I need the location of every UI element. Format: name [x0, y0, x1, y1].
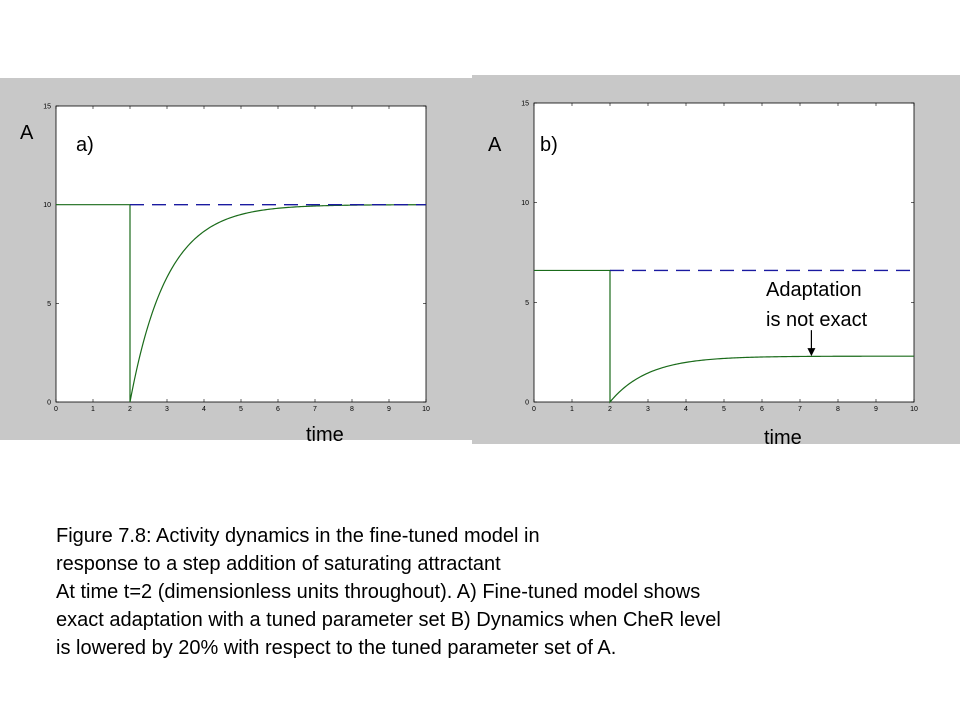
chart-b: 0 1 2 3 4 5 6 7 8 9 10 0 5 10 15	[521, 101, 918, 414]
chart-a-x-tick-label: 7	[313, 406, 317, 413]
chart-b-x-tick-label: 6	[760, 406, 764, 413]
chart-b-x-tick-label: 0	[532, 406, 536, 413]
chart-b-y-tick-label: 10	[521, 200, 529, 207]
chart-a-x-tick-label: 8	[350, 406, 354, 413]
figure-caption: Figure 7.8: Activity dynamics in the fin…	[56, 522, 936, 662]
chart-a-y-tick-label: 5	[47, 301, 51, 308]
chart-a-y-tick-label: 0	[47, 400, 51, 407]
chart-b-y-tick-label: 15	[521, 101, 529, 108]
chart-a-x-tick-label: 9	[387, 406, 391, 413]
chart-b-x-tick-label: 3	[646, 406, 650, 413]
chart-a-panel-label: a)	[76, 134, 94, 156]
chart-b-panel-label: b)	[540, 134, 558, 156]
chart-a-x-tick-label: 5	[239, 406, 243, 413]
chart-b-x-tick-label: 9	[874, 406, 878, 413]
chart-b-ylabel: A	[488, 134, 502, 156]
chart-b-x-tick-label: 10	[910, 406, 918, 413]
chart-a-x-tick-label: 1	[91, 406, 95, 413]
chart-a-plot-area	[55, 105, 427, 403]
caption-line: At time t=2 (dimensionless units through…	[56, 581, 701, 603]
chart-a-xlabel: time	[306, 424, 344, 446]
chart-a-x-tick-label: 3	[165, 406, 169, 413]
caption-line: exact adaptation with a tuned parameter …	[56, 609, 721, 631]
chart-a-y-tick-label: 15	[43, 104, 51, 111]
chart-b-x-tick-label: 4	[684, 406, 688, 413]
chart-b-annotation-arrowhead	[807, 348, 816, 357]
caption-line: is lowered by 20% with respect to the tu…	[56, 637, 617, 659]
chart-b-y-tick-label: 0	[525, 400, 529, 407]
chart-b-plot-area	[533, 102, 915, 403]
chart-a: 0 1 2 3 4 5 6 7 8 9 10 0 5 10 15	[43, 104, 430, 414]
chart-b-y-tick-label: 5	[525, 300, 529, 307]
annotation-line-2: is not exact	[766, 309, 868, 331]
chart-a-x-tick-label: 0	[54, 406, 58, 413]
chart-a-ylabel: A	[20, 122, 34, 144]
chart-a-x-tick-label: 2	[128, 406, 132, 413]
chart-a-y-tick-label: 10	[43, 202, 51, 209]
chart-a-x-tick-label: 6	[276, 406, 280, 413]
caption-line: Figure 7.8: Activity dynamics in the fin…	[56, 525, 540, 547]
caption-line: response to a step addition of saturatin…	[56, 553, 501, 575]
chart-b-x-tick-label: 2	[608, 406, 612, 413]
annotation-line-1: Adaptation	[766, 279, 862, 301]
chart-b-x-tick-label: 7	[798, 406, 802, 413]
chart-a-x-tick-label: 4	[202, 406, 206, 413]
chart-a-x-tick-label: 10	[422, 406, 430, 413]
chart-b-x-tick-label: 8	[836, 406, 840, 413]
chart-b-activity-line	[534, 269, 914, 404]
chart-b-xlabel: time	[764, 427, 802, 449]
chart-b-x-tick-label: 1	[570, 406, 574, 413]
chart-b-x-tick-label: 5	[722, 406, 726, 413]
